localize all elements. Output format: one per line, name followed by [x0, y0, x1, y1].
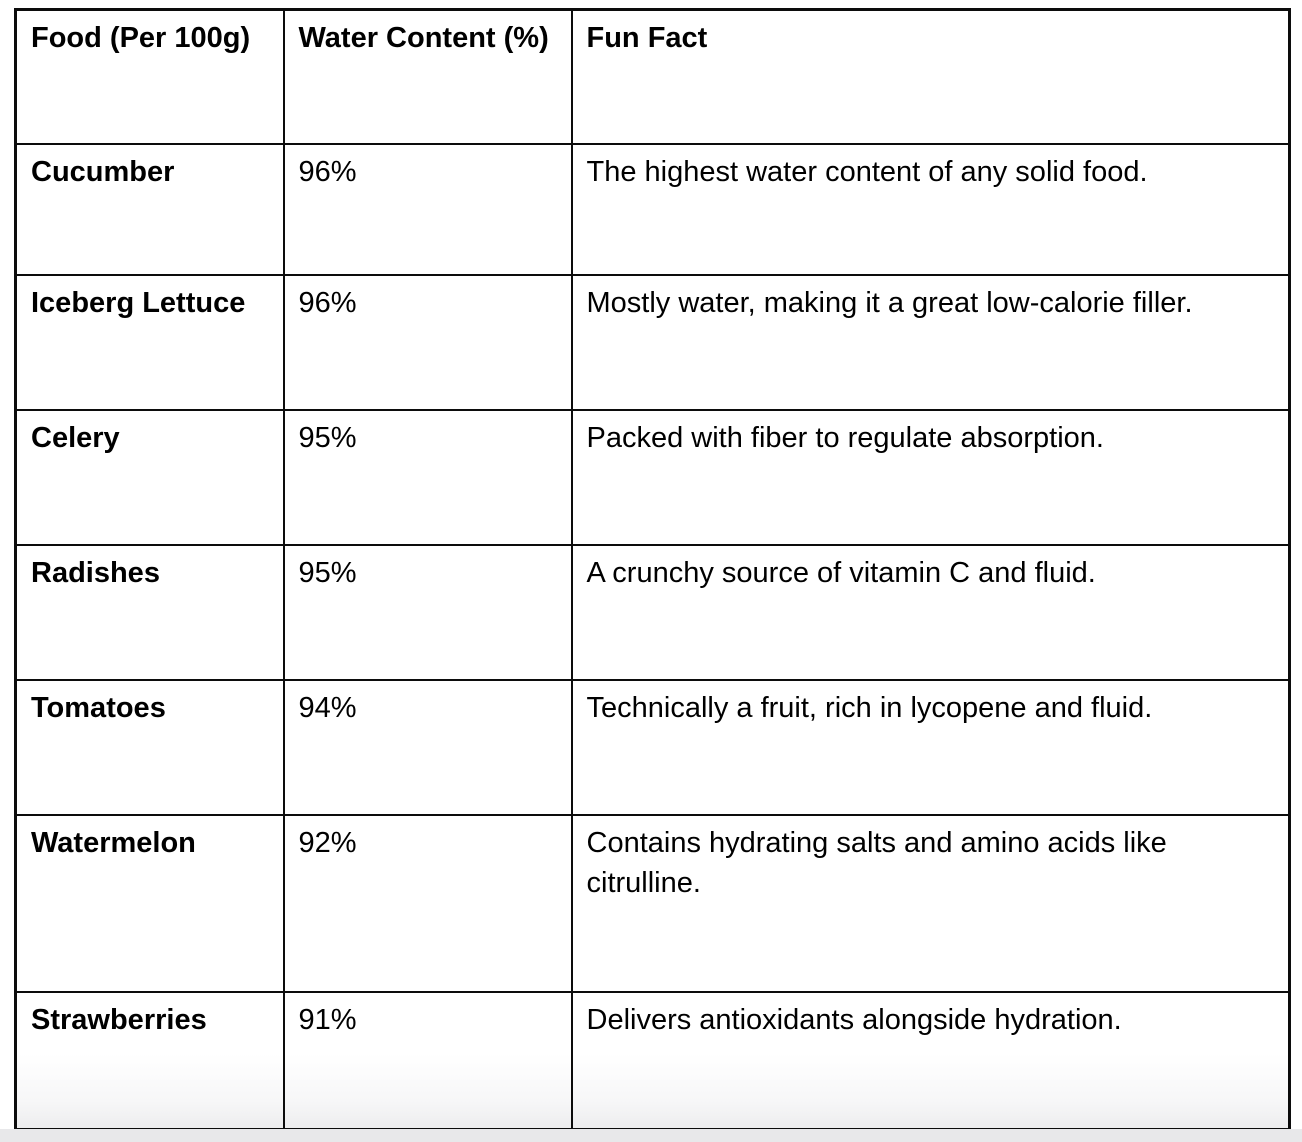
- table-row: Tomatoes 94% Technically a fruit, rich i…: [14, 678, 1291, 816]
- page-edge-strip: [0, 1129, 1302, 1142]
- fact-cell[interactable]: Delivers antioxidants alongside hydratio…: [570, 990, 1291, 1131]
- water-cell[interactable]: 96%: [282, 273, 573, 411]
- fact-cell[interactable]: Technically a fruit, rich in lycopene an…: [570, 678, 1291, 816]
- table-row: Watermelon 92% Contains hydrating salts …: [14, 813, 1291, 993]
- table-row: Strawberries 91% Delivers antioxidants a…: [14, 990, 1291, 1131]
- water-cell[interactable]: 91%: [282, 990, 573, 1131]
- food-cell[interactable]: Radishes: [14, 543, 285, 681]
- table-row: Cucumber 96% The highest water content o…: [14, 142, 1291, 276]
- header-row: Food (Per 100g) Water Content (%) Fun Fa…: [14, 8, 1291, 145]
- table-row: Celery 95% Packed with fiber to regulate…: [14, 408, 1291, 546]
- column-header-food[interactable]: Food (Per 100g): [14, 8, 285, 145]
- fact-cell[interactable]: Contains hydrating salts and amino acids…: [570, 813, 1291, 993]
- fact-cell[interactable]: A crunchy source of vitamin C and fluid.: [570, 543, 1291, 681]
- food-cell[interactable]: Cucumber: [14, 142, 285, 276]
- fact-cell[interactable]: Mostly water, making it a great low-calo…: [570, 273, 1291, 411]
- water-cell[interactable]: 92%: [282, 813, 573, 993]
- column-header-water[interactable]: Water Content (%): [282, 8, 573, 145]
- water-cell[interactable]: 94%: [282, 678, 573, 816]
- fact-cell[interactable]: The highest water content of any solid f…: [570, 142, 1291, 276]
- food-cell[interactable]: Celery: [14, 408, 285, 546]
- water-cell[interactable]: 95%: [282, 543, 573, 681]
- table-row: Radishes 95% A crunchy source of vitamin…: [14, 543, 1291, 681]
- water-cell[interactable]: 96%: [282, 142, 573, 276]
- fact-cell[interactable]: Packed with fiber to regulate absorption…: [570, 408, 1291, 546]
- food-cell[interactable]: Tomatoes: [14, 678, 285, 816]
- food-cell[interactable]: Watermelon: [14, 813, 285, 993]
- water-content-table: Food (Per 100g) Water Content (%) Fun Fa…: [14, 8, 1291, 1131]
- food-cell[interactable]: Iceberg Lettuce: [14, 273, 285, 411]
- table-row: Iceberg Lettuce 96% Mostly water, making…: [14, 273, 1291, 411]
- column-header-fact[interactable]: Fun Fact: [570, 8, 1291, 145]
- food-cell[interactable]: Strawberries: [14, 990, 285, 1131]
- water-cell[interactable]: 95%: [282, 408, 573, 546]
